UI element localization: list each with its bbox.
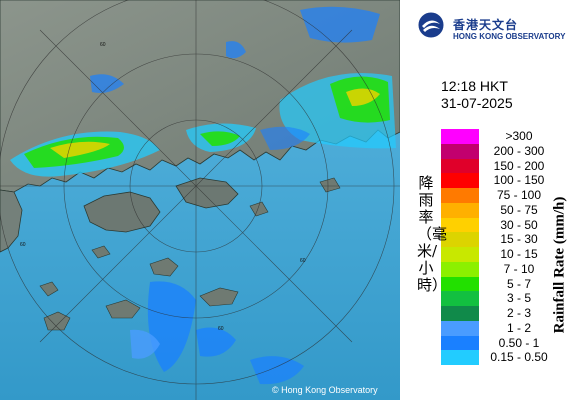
ring-label-east: 60 bbox=[300, 258, 306, 264]
legend-swatch bbox=[441, 232, 479, 247]
legend-swatch bbox=[441, 291, 479, 306]
logo-name-en: HONG KONG OBSERVATORY bbox=[453, 32, 566, 41]
legend-bin-label: 0.15 - 0.50 bbox=[490, 350, 548, 365]
legend-swatch bbox=[441, 202, 479, 218]
legend-swatch bbox=[441, 335, 479, 351]
legend-bin-label: 3 - 5 bbox=[506, 291, 531, 306]
range-rings bbox=[0, 0, 400, 400]
legend-bin-label: 100 - 150 bbox=[493, 173, 545, 188]
legend-bin-label: 5 - 7 bbox=[506, 276, 531, 291]
ring-label-north: 60 bbox=[100, 42, 106, 48]
legend-bin-label: 200 - 300 bbox=[493, 143, 545, 158]
logo-name-zh: 香港天文台 bbox=[453, 18, 519, 32]
legend-swatch bbox=[441, 217, 479, 233]
range-ring-labels: 60 60 60 60 bbox=[20, 42, 306, 332]
legend-bin-label: 50 - 75 bbox=[500, 202, 538, 217]
legend-swatch bbox=[441, 143, 479, 159]
legend-bin-label: 15 - 30 bbox=[500, 232, 538, 247]
legend-swatch bbox=[441, 158, 479, 174]
radar-time: 12:18 HKT bbox=[441, 78, 508, 94]
legend-swatch bbox=[441, 261, 479, 277]
radar-date: 31-07-2025 bbox=[441, 95, 513, 111]
legend-title-en: Rainfall Rate (mm/h) bbox=[551, 196, 568, 334]
legend-bin-label: 30 - 50 bbox=[500, 217, 538, 232]
legend-bin-label: 0.50 - 1 bbox=[498, 335, 540, 350]
legend-swatch bbox=[441, 276, 479, 292]
legend-bin-label: 7 - 10 bbox=[503, 261, 535, 276]
rain-echoes bbox=[10, 6, 396, 385]
islands bbox=[39, 177, 341, 331]
western-coast bbox=[0, 189, 23, 253]
legend-bin-label: 2 - 3 bbox=[506, 306, 531, 320]
legend-panel: 香港天文台 HONG KONG OBSERVATORY 12:18 HKT 31… bbox=[400, 0, 577, 400]
legend-swatch bbox=[441, 129, 479, 144]
legend-swatch bbox=[441, 188, 479, 203]
lantau-island bbox=[83, 191, 161, 233]
legend-bin-label: 75 - 100 bbox=[496, 188, 542, 202]
ring-label-south: 60 bbox=[218, 326, 224, 332]
legend-title-zh: 降雨率（毫米/小時） bbox=[417, 174, 448, 294]
legend-bin-label: 150 - 200 bbox=[493, 158, 545, 173]
legend-swatch bbox=[441, 320, 479, 336]
radar-map: 60 60 60 60 bbox=[0, 0, 400, 400]
legend-bin-label: 1 - 2 bbox=[506, 320, 531, 335]
legend-swatch bbox=[441, 173, 479, 188]
legend-swatch bbox=[441, 247, 479, 262]
hko-logo: 香港天文台 HONG KONG OBSERVATORY bbox=[413, 7, 573, 41]
legend-swatch bbox=[441, 306, 479, 321]
hko-emblem-icon bbox=[417, 11, 445, 39]
legend-bin-label: >300 bbox=[505, 129, 533, 143]
hong-kong-island bbox=[175, 177, 239, 209]
ring-label-west: 60 bbox=[20, 242, 26, 248]
legend-swatch bbox=[441, 350, 479, 365]
legend-bin-label: 10 - 15 bbox=[500, 247, 538, 261]
copyright-notice: © Hong Kong Observatory bbox=[272, 385, 378, 395]
legend-labels: >300 200 - 300 150 - 200 100 - 150 75 - 100 5… bbox=[484, 129, 554, 365]
legend-swatches bbox=[441, 129, 481, 365]
